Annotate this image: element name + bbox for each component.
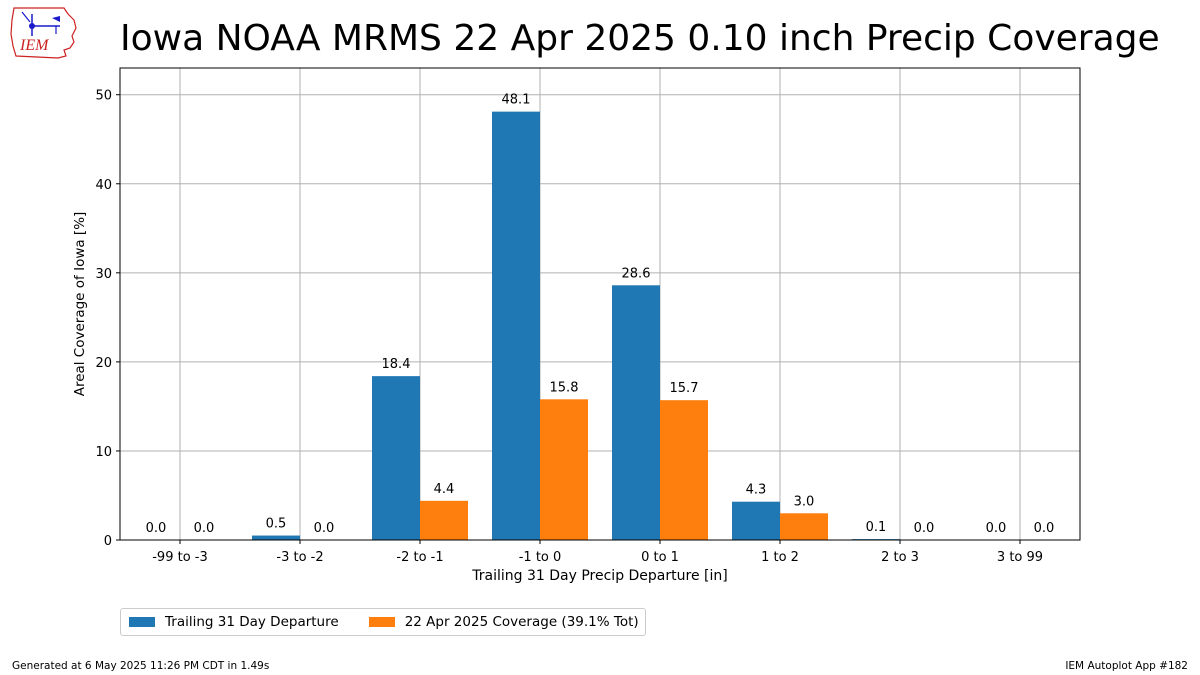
- bar-value-label: 0.0: [146, 521, 167, 536]
- bar-value-label: 0.0: [194, 521, 215, 536]
- bar-series1: [492, 111, 540, 541]
- x-tick-label: -99 to -3: [152, 550, 208, 565]
- y-tick-label: 30: [95, 267, 112, 282]
- x-tick-label: 0 to 1: [641, 550, 679, 565]
- bar-value-label: 0.0: [1034, 521, 1055, 536]
- y-tick-label: 0: [104, 534, 112, 549]
- x-axis-label: Trailing 31 Day Precip Departure [in]: [471, 568, 727, 584]
- x-ticks: -99 to -3 -3 to -2 -2 to -1 -1 to 0 0 to 1 1 …: [152, 540, 1043, 565]
- bar-value-label: 0.0: [914, 521, 935, 536]
- legend-swatch-series2: [368, 617, 395, 627]
- bar-series1: [372, 376, 420, 540]
- gridlines: [120, 68, 1080, 541]
- bar-value-label: 0.5: [266, 517, 287, 532]
- legend-item-series1: Trailing 31 Day Departure: [127, 614, 339, 630]
- bar-value-label: 28.6: [622, 266, 651, 281]
- plot-frame: [119, 67, 1081, 541]
- bar-series2: [780, 513, 828, 540]
- x-tick-label: 3 to 99: [997, 550, 1043, 565]
- page-title: Iowa NOAA MRMS 22 Apr 2025 0.10 inch Pre…: [120, 18, 1160, 59]
- x-tick-label: 2 to 3: [881, 550, 919, 565]
- app-id: IEM Autoplot App #182: [1065, 660, 1188, 672]
- bars: [252, 111, 900, 541]
- bar-value-label: 15.8: [550, 380, 579, 395]
- y-axis-label: Areal Coverage of Iowa [%]: [72, 212, 88, 397]
- chart-legend: Trailing 31 Day Departure 22 Apr 2025 Co…: [120, 608, 646, 636]
- y-tick-label: 50: [95, 89, 112, 104]
- x-tick-label: 1 to 2: [761, 550, 799, 565]
- bar-value-label: 0.1: [866, 520, 887, 535]
- x-tick-label: -2 to -1: [396, 550, 443, 565]
- generated-timestamp: Generated at 6 May 2025 11:26 PM CDT in …: [12, 660, 270, 672]
- bar-value-label: 0.0: [986, 521, 1007, 536]
- bar-value-label: 0.0: [314, 521, 335, 536]
- bar-value-label: 3.0: [794, 494, 815, 509]
- bar-value-label: 15.7: [670, 381, 699, 396]
- bar-value-label: 4.3: [746, 483, 767, 498]
- y-tick-label: 10: [95, 445, 112, 460]
- bar-series1: [252, 535, 300, 540]
- legend-item-series2: 22 Apr 2025 Coverage (39.1% Tot): [367, 614, 639, 630]
- logo-text: IEM: [19, 37, 50, 54]
- bar-labels: 0.0 0.5 18.4 48.1 28.6 4.3 0.1 0.0 0.0 0.0 4.4 15.8…: [146, 93, 1055, 536]
- x-tick-label: -1 to 0: [519, 550, 562, 565]
- y-tick-label: 40: [95, 178, 112, 193]
- y-ticks: 0 10 20 30 40 50: [95, 89, 120, 549]
- bar-value-label: 4.4: [434, 482, 455, 497]
- bar-value-label: 18.4: [382, 357, 411, 372]
- bar-series1: [732, 501, 780, 540]
- iem-logo: IEM: [8, 6, 84, 60]
- bar-series2: [420, 500, 468, 540]
- legend-label-series2: 22 Apr 2025 Coverage (39.1% Tot): [404, 614, 639, 630]
- bar-value-label: 48.1: [502, 93, 531, 108]
- x-tick-label: -3 to -2: [276, 550, 323, 565]
- y-tick-label: 20: [95, 356, 112, 371]
- legend-label-series1: Trailing 31 Day Departure: [165, 614, 339, 630]
- bar-series2: [540, 399, 588, 540]
- legend-swatch-series1: [129, 617, 155, 627]
- bar-series2: [660, 400, 708, 540]
- bar-series1: [612, 285, 660, 540]
- bar-chart: 0.0 0.5 18.4 48.1 28.6 4.3 0.1 0.0 0.0 0.0 4.4 15.8…: [72, 67, 1081, 584]
